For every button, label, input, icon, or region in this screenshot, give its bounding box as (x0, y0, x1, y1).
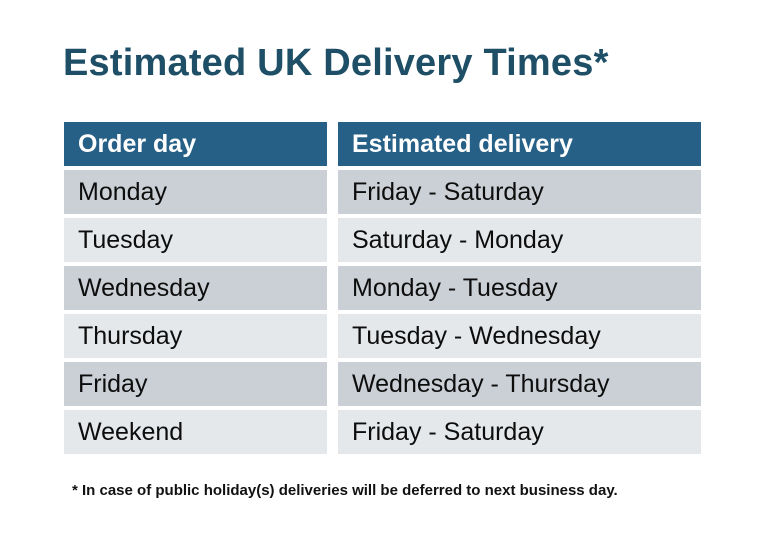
order-day-cell: Weekend (64, 410, 327, 454)
estimated-delivery-cell: Tuesday - Wednesday (338, 314, 701, 358)
estimated-delivery-cell: Friday - Saturday (338, 170, 701, 214)
order-day-cell: Wednesday (64, 266, 327, 310)
column-header-estimated-delivery: Estimated delivery (338, 122, 701, 166)
delivery-times-table: Order day Estimated delivery Monday Frid… (64, 122, 701, 454)
column-header-order-day: Order day (64, 122, 327, 166)
order-day-cell: Thursday (64, 314, 327, 358)
order-day-cell: Tuesday (64, 218, 327, 262)
order-day-cell: Friday (64, 362, 327, 406)
page-title: Estimated UK Delivery Times* (63, 42, 609, 84)
order-day-cell: Monday (64, 170, 327, 214)
estimated-delivery-cell: Friday - Saturday (338, 410, 701, 454)
estimated-delivery-cell: Wednesday - Thursday (338, 362, 701, 406)
footnote: * In case of public holiday(s) deliverie… (72, 482, 618, 499)
estimated-delivery-cell: Saturday - Monday (338, 218, 701, 262)
estimated-delivery-cell: Monday - Tuesday (338, 266, 701, 310)
